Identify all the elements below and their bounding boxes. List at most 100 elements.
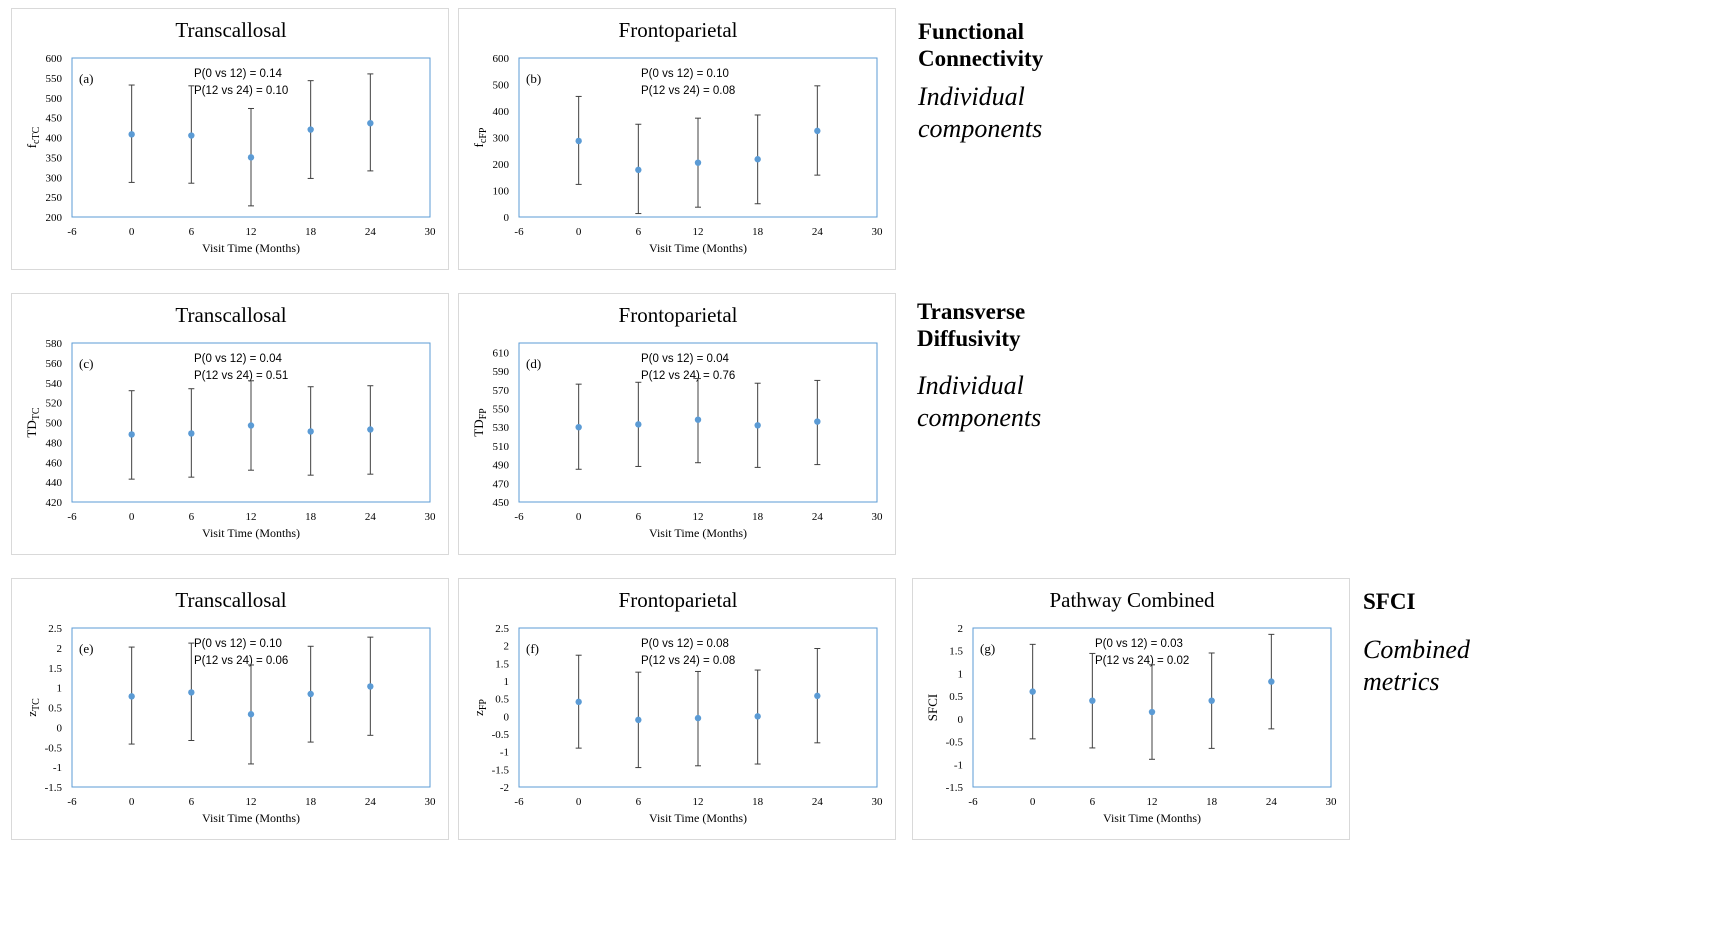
data-point: [247, 154, 255, 161]
y-tick-label: 450: [493, 497, 510, 509]
y-tick-label: 0: [958, 714, 964, 726]
y-tick-label: 1.5: [949, 646, 963, 658]
y-tick-label: -1: [954, 759, 963, 771]
y-tick-label: 200: [46, 212, 63, 224]
data-point: [247, 711, 255, 718]
sfci-subtitle: Combined metrics: [1363, 635, 1470, 696]
panel-letter: (f): [526, 641, 539, 656]
y-tick-label: 580: [46, 338, 63, 350]
x-tick-label: 24: [812, 796, 824, 808]
x-tick-label: 12: [246, 226, 257, 238]
y-axis-label-main: f: [24, 143, 39, 148]
side-label-fc: Functional Connectivity Individual compo…: [918, 18, 1098, 145]
y-tick-label: 560: [46, 358, 63, 370]
side-label-sfci: SFCI Combined metrics: [1363, 588, 1563, 698]
td-title: Transverse Diffusivity: [917, 299, 1026, 351]
y-tick-label: 570: [493, 385, 510, 397]
data-point: [1148, 708, 1156, 716]
x-tick-label: -6: [67, 511, 77, 523]
y-tick-label: 2: [958, 623, 964, 635]
y-tick-label: 250: [46, 192, 63, 204]
data-point: [754, 156, 761, 163]
x-tick-label: 24: [365, 226, 377, 238]
p-value-annotation: P(12 vs 24) = 0.51: [194, 370, 288, 382]
chart-title: Transcallosal: [175, 303, 286, 327]
y-tick-label: 300: [493, 133, 510, 145]
data-point: [307, 690, 314, 698]
data-point: [367, 119, 374, 127]
x-tick-label: -6: [67, 226, 77, 238]
x-axis-label: Visit Time (Months): [202, 526, 300, 540]
y-tick-label: 590: [493, 366, 510, 378]
chart-title: Pathway Combined: [1049, 588, 1215, 612]
x-tick-label: -6: [514, 226, 524, 238]
p-value-annotation: P(0 vs 12) = 0.03: [1095, 638, 1183, 650]
x-axis-label: Visit Time (Months): [649, 811, 747, 825]
x-tick-label: 6: [636, 796, 642, 808]
chart-title: Frontoparietal: [619, 303, 738, 327]
x-tick-label: 30: [872, 511, 884, 523]
panel-letter: (a): [79, 71, 93, 86]
data-point: [814, 418, 821, 425]
data-point: [367, 426, 374, 433]
chart-panel-g: Pathway Combined -1.5 -1 -0.5 0 0.5 1 1.5 2 -6 0 6 1…: [912, 578, 1350, 840]
chart-a: Transcallosal200250300350400450500550600…: [24, 18, 436, 255]
y-axis-label-sub: cTC: [31, 126, 42, 144]
data-point: [635, 421, 642, 428]
y-axis-label: zTC: [24, 698, 42, 717]
x-tick-label: 0: [576, 511, 582, 523]
x-tick-label: 18: [305, 796, 317, 808]
y-tick-label: 540: [46, 378, 63, 390]
chart-panel-a: Transcallosal 200 250 300 350 400 450 500 550 600…: [11, 8, 449, 270]
x-axis-label: Visit Time (Months): [649, 526, 747, 540]
y-axis-label-main: SFCI: [925, 694, 940, 721]
x-tick-label: 30: [425, 511, 437, 523]
chart-b: Frontoparietal 0 100 200 300 400 500 600 -6 0 6 12 1…: [471, 18, 883, 255]
y-tick-label: 2.5: [48, 623, 62, 635]
chart-f: Frontoparietal -2 -1.5 -1 -0.5 0 0.5 1 1.5 2 2.5 -6…: [471, 588, 883, 825]
y-axis-label: zFP: [471, 699, 489, 716]
panel-letter: (c): [79, 356, 93, 371]
y-tick-label: 420: [46, 497, 63, 509]
x-tick-label: 24: [365, 796, 377, 808]
data-point: [1029, 688, 1036, 695]
chart-d: Frontoparietal45047049051053055057059061…: [471, 303, 884, 540]
x-axis-label: Visit Time (Months): [202, 241, 300, 255]
y-tick-label: 500: [46, 418, 63, 430]
y-tick-label: 500: [493, 80, 510, 92]
data-point: [635, 716, 642, 724]
x-axis-label: Visit Time (Months): [202, 811, 300, 825]
x-tick-label: 30: [425, 796, 437, 808]
plot-area: [71, 342, 431, 503]
y-tick-label: 200: [493, 159, 510, 171]
data-point: [128, 431, 135, 438]
p-value-annotation: P(12 vs 24) = 0.06: [194, 655, 288, 667]
y-tick-label: 550: [493, 403, 510, 415]
x-tick-label: 30: [1326, 796, 1338, 808]
y-tick-label: 0.5: [949, 691, 963, 703]
y-axis-label-sub: FP: [478, 408, 489, 420]
y-tick-label: -0.5: [946, 737, 964, 749]
side-label-td: Transverse Diffusivity Individual compon…: [917, 298, 1097, 434]
y-axis-label-main: TD: [24, 420, 39, 437]
x-axis-label: Visit Time (Months): [649, 241, 747, 255]
y-axis-label: SFCI: [925, 694, 940, 721]
y-axis-label-sub: TC: [31, 407, 42, 420]
y-tick-label: 530: [493, 422, 510, 434]
y-tick-label: 350: [46, 152, 63, 164]
x-tick-label: 12: [693, 226, 704, 238]
data-point: [128, 693, 135, 700]
plot-area: [518, 342, 878, 503]
y-tick-label: -1: [500, 747, 509, 759]
y-tick-label: 510: [493, 441, 510, 453]
data-point: [1208, 697, 1215, 704]
sfci-title: SFCI: [1363, 589, 1416, 614]
p-value-annotation: P(12 vs 24) = 0.08: [641, 655, 735, 667]
y-axis-label-sub: cFP: [478, 127, 489, 143]
p-value-annotation: P(0 vs 12) = 0.10: [641, 68, 729, 80]
panel-letter: (g): [980, 641, 995, 656]
p-value-annotation: P(0 vs 12) = 0.14: [194, 68, 282, 80]
x-tick-label: 6: [636, 511, 642, 523]
y-tick-label: 1: [958, 668, 964, 680]
chart-title: Transcallosal: [175, 18, 286, 42]
